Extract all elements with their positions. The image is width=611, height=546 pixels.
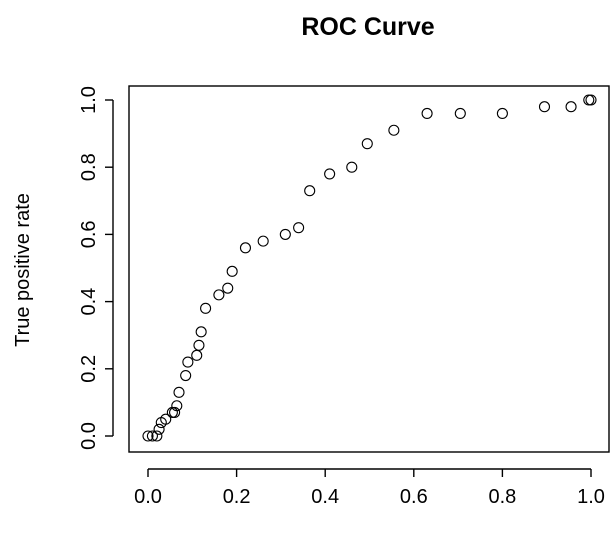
roc-point [142,430,154,442]
x-tick-label: 0.2 [223,486,251,508]
roc-point [160,413,172,425]
roc-point [324,168,336,180]
data-points [142,94,597,442]
roc-point [193,339,205,351]
roc-point [155,417,167,429]
roc-point [538,101,551,113]
x-tick-label: 0.4 [311,486,339,508]
roc-point [169,406,181,419]
y-tick-label: 0.0 [78,422,100,450]
x-tick-label: 0.6 [400,486,428,508]
roc-point [200,302,212,314]
roc-point [213,289,225,301]
y-tick-label: 0.4 [78,288,100,316]
y-tick-label: 0.2 [78,355,100,383]
roc-point [565,101,577,113]
y-tick-label: 0.6 [78,220,100,248]
x-tick-label: 0.0 [134,486,162,508]
roc-point [153,423,165,435]
roc-point [191,349,203,361]
x-axis: 0.0 0.2 0.4 0.6 0.8 1.0 [134,468,605,508]
roc-point [171,400,183,412]
y-axis-label: True positive rate [12,193,34,347]
roc-point [583,94,595,106]
roc-point [257,235,269,247]
roc-point [279,228,291,240]
plot-frame [128,85,610,453]
roc-point [226,265,238,277]
roc-point [182,356,194,368]
y-tick-label: 1.0 [78,86,100,114]
y-tick-label: 0.8 [78,153,100,181]
roc-point [222,282,234,294]
roc-point [421,107,433,119]
roc-point [304,185,316,197]
chart-title: ROC Curve [301,13,434,41]
roc-point [361,138,373,150]
roc-point [346,161,358,173]
roc-point [388,124,400,136]
roc-point [173,386,185,398]
y-axis: 0.0 0.2 0.4 0.6 0.8 1.0 [78,86,114,450]
x-tick-label: 0.8 [488,486,516,508]
roc-point [496,107,508,119]
roc-point [195,326,207,338]
x-tick-label: 1.0 [577,486,605,508]
roc-point [293,222,305,234]
roc-point [180,369,192,382]
roc-point [454,107,466,119]
roc-point [585,94,597,106]
roc-point [239,242,252,254]
roc-point [146,430,158,442]
roc-point [151,430,163,442]
